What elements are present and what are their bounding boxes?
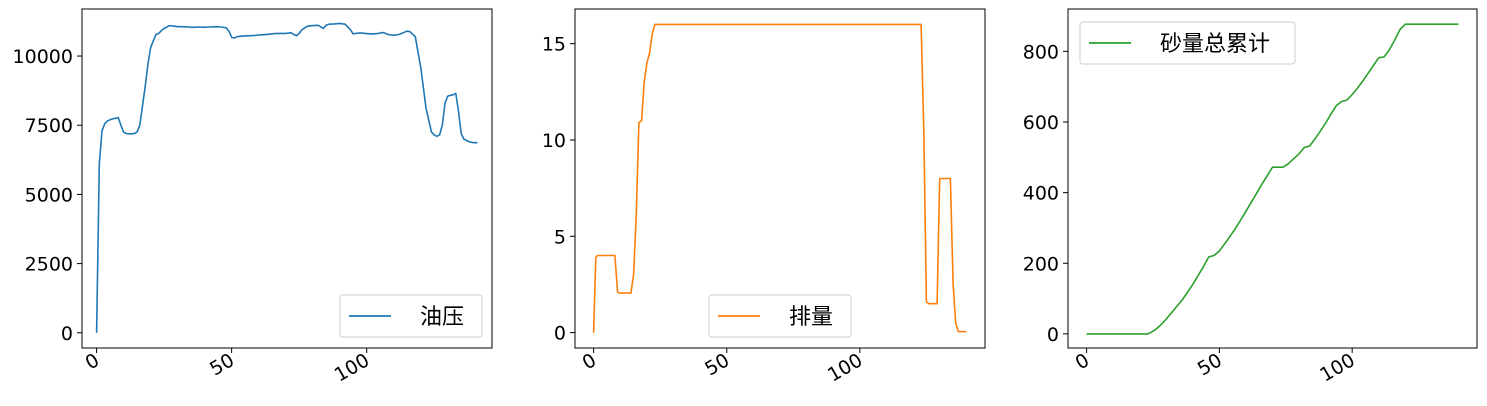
chart-1: 0 50 100 0 2500 5000 7500 10000 油压 xyxy=(13,8,493,386)
x-tick-label: 0 xyxy=(1072,349,1093,374)
series-line xyxy=(592,23,967,333)
legend-label: 砂量总累计 xyxy=(1160,32,1270,57)
y-tick-label: 0 xyxy=(61,323,73,345)
chart-3: 0 50 100 0 200 400 600 800 砂量总累计 xyxy=(1023,8,1478,386)
axes-frame xyxy=(81,8,493,349)
y-tick-label: 10 xyxy=(542,130,566,152)
x-tick-label: 50 xyxy=(701,349,733,380)
y-tick-label: 800 xyxy=(1023,41,1059,63)
series-line xyxy=(95,22,478,333)
y-tick-label: 5000 xyxy=(25,184,73,206)
y-tick-label: 0 xyxy=(554,323,566,345)
legend-box xyxy=(1079,21,1296,65)
legend-box xyxy=(339,294,483,338)
y-tick-label: 15 xyxy=(542,34,566,56)
x-tick-label: 50 xyxy=(206,349,238,380)
y-tick-label: 2500 xyxy=(25,254,73,276)
y-tick-label: 0 xyxy=(1047,324,1059,346)
legend-box xyxy=(708,294,852,338)
legend-label: 油压 xyxy=(420,305,464,330)
x-tick-label: 100 xyxy=(1316,349,1358,386)
legend: 砂量总累计 xyxy=(1079,21,1296,65)
y-tick-label: 200 xyxy=(1023,253,1059,275)
y-tick-label: 10000 xyxy=(13,46,73,68)
x-tick-label: 0 xyxy=(82,349,103,374)
legend-label: 排量 xyxy=(789,305,833,330)
chart-2: 0 50 100 0 5 10 15 排量 xyxy=(542,8,986,386)
axes-frame xyxy=(1067,8,1478,349)
legend: 排量 xyxy=(708,294,852,338)
x-tick-label: 100 xyxy=(331,349,373,386)
y-tick-label: 7500 xyxy=(25,115,73,137)
x-tick-label: 50 xyxy=(1194,349,1226,380)
y-tick-label: 5 xyxy=(554,226,566,248)
legend: 油压 xyxy=(339,294,483,338)
axes-frame xyxy=(574,8,986,349)
series-line xyxy=(1086,23,1459,335)
y-tick-label: 600 xyxy=(1023,112,1059,134)
y-tick-label: 400 xyxy=(1023,183,1059,205)
x-tick-label: 100 xyxy=(824,349,866,386)
x-tick-label: 0 xyxy=(579,349,600,374)
